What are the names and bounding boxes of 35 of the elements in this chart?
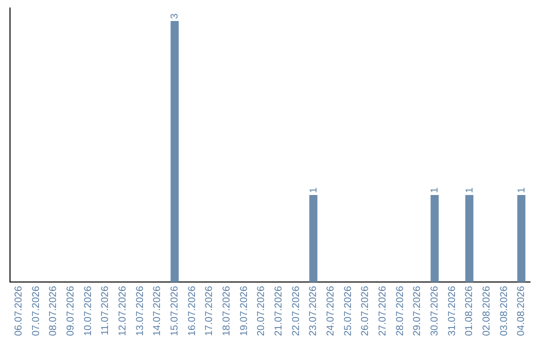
x-tick-label: 10.07.2026 (82, 286, 94, 336)
x-tick-label: 23.07.2026 (308, 286, 320, 336)
x-tick-label: 27.07.2026 (377, 286, 388, 336)
data-label: 1 (516, 186, 528, 193)
data-label: 1 (308, 186, 320, 193)
x-tick-label: 13.07.2026 (134, 286, 146, 336)
x-tick-label: 02.08.2026 (481, 286, 492, 336)
x-tick-label: 29.07.2026 (412, 286, 424, 336)
x-tick-label: 19.07.2026 (238, 286, 250, 336)
x-tick-label: 11.07.2026 (100, 286, 112, 336)
x-tick-label: 21.07.2026 (273, 286, 284, 336)
data-label: 1 (464, 186, 476, 193)
x-tick-label: 12.07.2026 (117, 286, 128, 336)
data-label: 3 (170, 13, 181, 20)
x-tick-label: 26.07.2026 (360, 286, 372, 336)
x-tick-label: 15.07.2026 (169, 286, 180, 336)
x-tick-label: 06.07.2026 (13, 286, 24, 336)
x-tick-label: 04.08.2026 (516, 286, 528, 336)
x-tick-label: 14.07.2026 (152, 286, 164, 336)
x-tick-label: 18.07.2026 (221, 286, 232, 336)
x-tick-label: 25.07.2026 (342, 286, 354, 336)
x-tick-label: 03.08.2026 (498, 286, 510, 336)
x-tick-label: 07.07.2026 (30, 286, 42, 336)
data-label: 1 (430, 186, 441, 193)
x-tick-label: 08.07.2026 (48, 286, 60, 336)
x-tick-label: 30.07.2026 (429, 286, 440, 336)
x-tick-label: 22.07.2026 (290, 286, 302, 336)
x-tick-label: 17.07.2026 (204, 286, 216, 336)
x-tick-label: 31.07.2026 (446, 286, 458, 336)
x-tick-label: 01.08.2026 (464, 286, 476, 336)
x-tick-label: 16.07.2026 (186, 286, 198, 336)
x-tick-label: 09.07.2026 (65, 286, 76, 336)
x-tick-label: 24.07.2026 (325, 286, 336, 336)
x-tick-label: 20.07.2026 (256, 286, 268, 336)
x-tick-label: 28.07.2026 (394, 286, 406, 336)
